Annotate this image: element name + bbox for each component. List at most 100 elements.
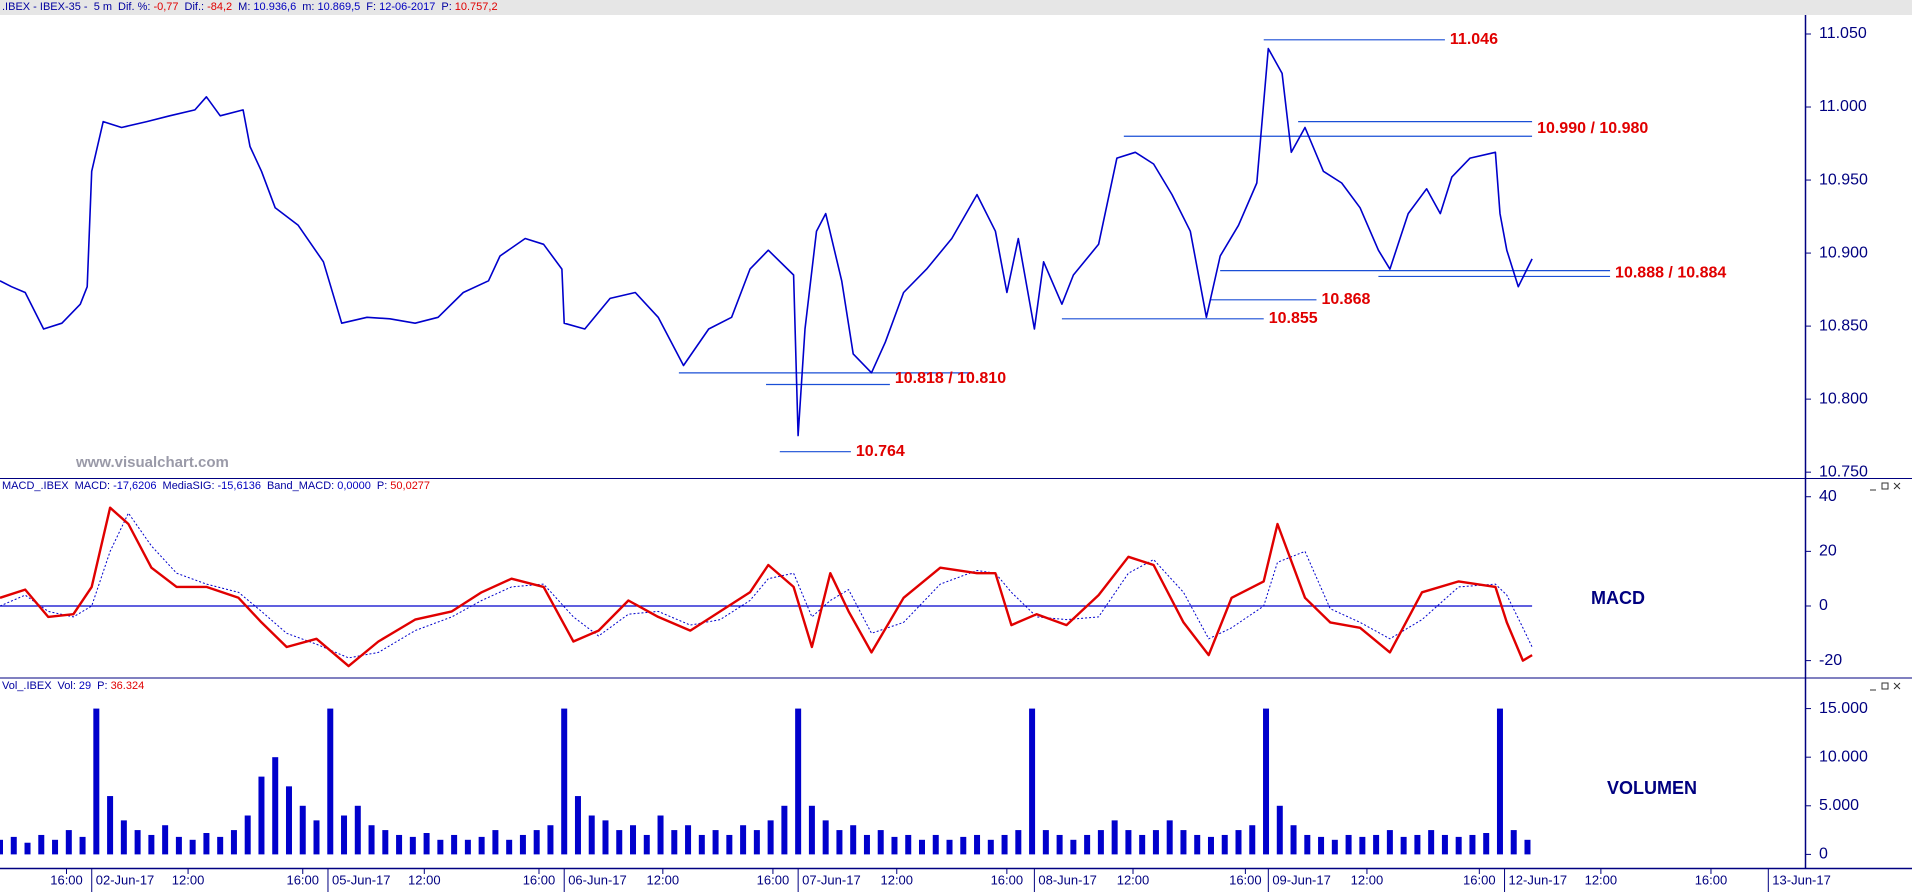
x-tick-label: 12:00: [1585, 872, 1618, 887]
window-controls[interactable]: [1870, 482, 1901, 691]
volume-bar: [1414, 834, 1421, 855]
volume-bar: [217, 836, 224, 855]
volume-bar: [478, 836, 485, 855]
volume-bar: [189, 839, 196, 855]
x-tick-label: 08-Jun-17: [1038, 872, 1097, 887]
header-bar: [0, 679, 1912, 694]
header-value: -0,77: [153, 1, 179, 13]
volume-bar: [960, 836, 967, 855]
volume-bar: [1373, 834, 1380, 855]
volume-bar: [726, 834, 733, 855]
x-tick-label: 16:00: [523, 872, 556, 887]
volume-bar: [877, 830, 884, 855]
x-tick-label: 12:00: [1351, 872, 1384, 887]
series-line: [0, 512, 1533, 659]
volume-bar: [285, 786, 292, 855]
volume-bar: [574, 796, 581, 855]
x-tick-label: 16:00: [1229, 872, 1262, 887]
volume-bar: [299, 805, 306, 855]
x-tick-label: 13-Jun-17: [1772, 872, 1831, 887]
volume-bar: [10, 836, 17, 855]
volume-bar: [1221, 834, 1228, 855]
header-title: Vol_.IBEX: [2, 680, 52, 692]
volume-bar: [38, 834, 45, 855]
volume-bar: [175, 836, 182, 855]
volume-bar: [781, 805, 788, 855]
watermark: www.visualchart.com: [75, 454, 229, 471]
volume-bar: [657, 815, 664, 855]
volume-bar: [918, 839, 925, 855]
volume-bar: [1097, 830, 1104, 855]
volume-bar: [506, 839, 513, 855]
volume-bar: [492, 830, 499, 855]
y-tick-label: 15.000: [1819, 700, 1868, 717]
volume-bar: [1290, 825, 1297, 855]
header-bar: [0, 479, 1912, 494]
legend-value: -17,6206: [113, 480, 157, 492]
header-label: m:: [302, 1, 315, 13]
volume-bar: [1524, 839, 1531, 855]
x-tick-label: 16:00: [757, 872, 790, 887]
volume-bar: [1056, 834, 1063, 855]
volume-bar: [1345, 834, 1352, 855]
volume-bar: [698, 834, 705, 855]
volume-bar: [671, 830, 678, 855]
volume-bar: [1496, 708, 1503, 855]
header-value: 50,0277: [390, 480, 431, 492]
volume-bar: [162, 825, 169, 855]
series-line: [0, 506, 1533, 668]
volume-bar: [1441, 834, 1448, 855]
panel-header: Vol_.IBEX Vol: 29 P: 36.324: [0, 679, 1912, 694]
x-tick-label: 12:00: [880, 872, 913, 887]
volume-bar: [602, 820, 609, 855]
y-tick-label: 0: [1819, 846, 1828, 863]
volume-bar: [1001, 834, 1008, 855]
volume-bar: [643, 834, 650, 855]
volume-bar: [974, 834, 981, 855]
volume-bar: [1483, 833, 1490, 855]
volume-bar: [258, 776, 265, 855]
y-tick-label: 10.000: [1819, 748, 1868, 765]
volume-bar: [1152, 830, 1159, 855]
volume-bar: [808, 805, 815, 855]
volume-bar: [1029, 708, 1036, 855]
volume-bar: [93, 708, 100, 855]
volume-bar: [368, 825, 375, 855]
volume-bar: [451, 834, 458, 855]
header-value: 10.757,2: [454, 1, 498, 13]
legend-value: 0,0000: [337, 480, 371, 492]
price-line: [0, 47, 1533, 437]
volume-bar: [396, 834, 403, 855]
y-tick-label: 10.750: [1819, 463, 1868, 480]
volume-bar: [1469, 834, 1476, 855]
volume-bar: [1084, 834, 1091, 855]
header-value: -84,2: [207, 1, 233, 13]
y-tick-label: 11.000: [1819, 98, 1867, 115]
volume-bar: [437, 839, 444, 855]
legend-name: Band_MACD: [267, 480, 334, 492]
volume-bar: [588, 815, 595, 855]
x-tick-label: 06-Jun-17: [568, 872, 627, 887]
level-label: 10.764: [856, 443, 905, 460]
volume-bar: [767, 820, 774, 855]
x-tick-label: 16:00: [991, 872, 1024, 887]
volume-bar: [382, 830, 389, 855]
volume-bar: [932, 834, 939, 855]
volume-bar: [1318, 836, 1325, 855]
header-value: 12-06-2017: [379, 1, 436, 13]
x-tick-label: 16:00: [286, 872, 319, 887]
volume-bar: [1042, 830, 1049, 855]
x-tick-label: 12-Jun-17: [1509, 872, 1568, 887]
level-label: 10.818 / 10.810: [895, 370, 1006, 387]
header-title: .IBEX - IBEX-35 - 5 m: [2, 1, 113, 13]
panel-header: .IBEX - IBEX-35 - 5 m Dif. %: -0,77 Dif.: -8…: [0, 0, 1912, 15]
volume-bar: [203, 833, 210, 855]
volume-bar: [1125, 830, 1132, 855]
legend-value: -15,6136: [217, 480, 261, 492]
header-label: P:: [441, 1, 452, 13]
x-tick-label: 12:00: [408, 872, 441, 887]
level-label: 10.888 / 10.884: [1615, 265, 1726, 282]
volume-bar: [987, 839, 994, 855]
